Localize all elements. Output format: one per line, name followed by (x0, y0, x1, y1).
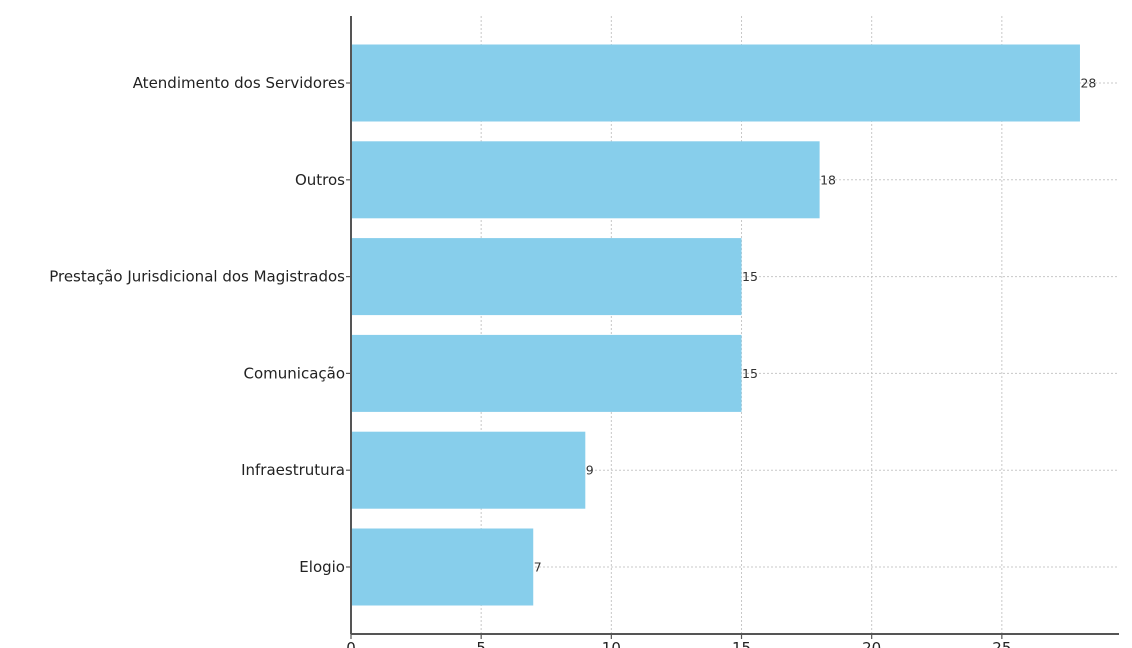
category-label: Atendimento dos Servidores (133, 74, 345, 92)
bar (351, 431, 586, 509)
category-label: Elogio (299, 558, 345, 576)
x-tick-label: 25 (992, 639, 1011, 648)
x-tick-label: 5 (476, 639, 486, 648)
category-label: Prestação Jurisdicional dos Magistrados (49, 268, 345, 286)
bar (351, 141, 820, 219)
category-label: Comunicação (244, 364, 346, 382)
bar (351, 528, 534, 606)
data-label: 15 (742, 269, 758, 284)
labels: Atendimento dos Servidores 28 Outros 18 Pres… (49, 74, 1096, 648)
bars (351, 44, 1080, 606)
data-label: 28 (1080, 76, 1096, 91)
bar (351, 334, 742, 412)
x-tick-label: 0 (346, 639, 356, 648)
bar (351, 44, 1080, 122)
category-label: Outros (295, 171, 345, 189)
x-tick-label: 15 (732, 639, 751, 648)
data-label: 9 (586, 463, 594, 478)
data-label: 15 (742, 366, 758, 381)
x-tick-label: 20 (862, 639, 881, 648)
data-label: 7 (534, 560, 542, 575)
category-label: Infraestrutura (241, 461, 345, 479)
data-label: 18 (820, 172, 836, 187)
axes (346, 16, 1119, 639)
bar (351, 238, 742, 316)
x-tick-label: 10 (602, 639, 621, 648)
